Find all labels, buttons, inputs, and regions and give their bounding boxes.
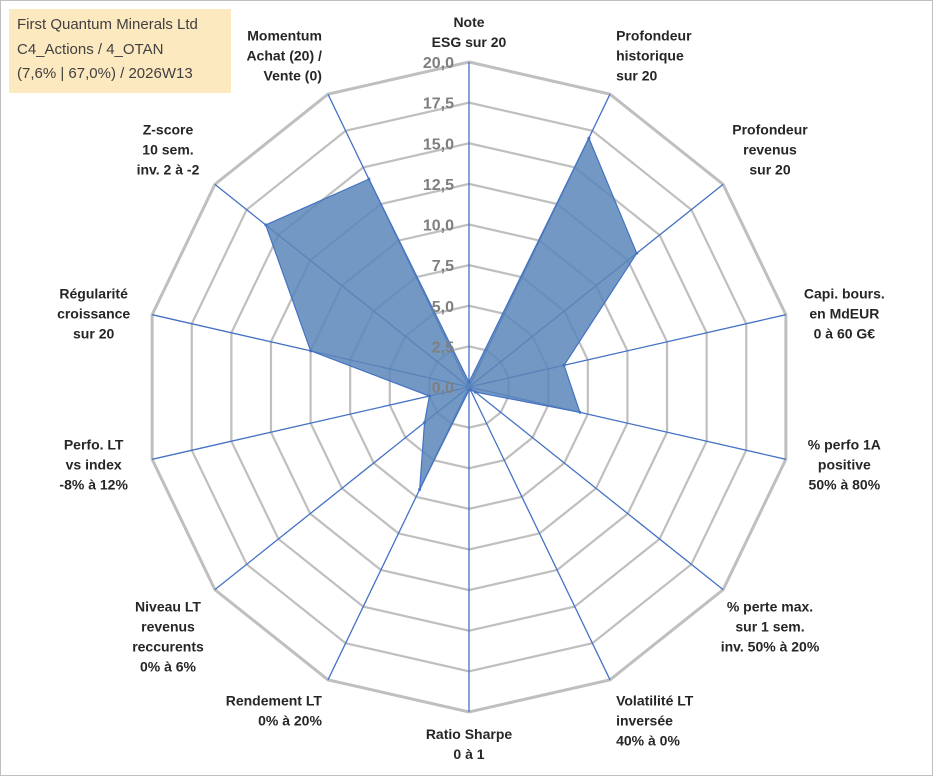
tick-label: 2,5 xyxy=(432,339,454,356)
info-metrics: (7,6% | 67,0%) / 2026W13 xyxy=(17,65,193,82)
axis-label-line: Vente (0) xyxy=(264,68,322,84)
axis-label-line: % perte max. xyxy=(727,598,813,614)
data-point xyxy=(467,388,471,392)
data-point xyxy=(587,136,591,140)
data-point xyxy=(578,410,582,414)
axis-label-line: Rendement LT xyxy=(226,692,323,708)
axis-label-line: Profondeur xyxy=(732,122,808,138)
info-box: First Quantum Minerals Ltd C4_Actions / … xyxy=(9,9,231,93)
axis-label-line: Niveau LT xyxy=(135,598,201,614)
axis-label-line: positive xyxy=(818,456,871,472)
axis-label-line: sur 1 sem. xyxy=(735,618,804,634)
axis-label-line: 10 sem. xyxy=(142,142,193,158)
data-point xyxy=(427,394,431,398)
axis-label: Capi. bours. en MdEUR 0 à 60 G€ xyxy=(804,286,885,342)
axis-label: Ratio Sharpe 0 à 1 xyxy=(426,726,513,762)
info-company: First Quantum Minerals Ltd xyxy=(17,16,198,33)
tick-label: 10,0 xyxy=(423,218,454,235)
data-point xyxy=(264,223,268,227)
data-point xyxy=(367,177,371,181)
data-point xyxy=(467,380,471,384)
tick-label: 5,0 xyxy=(432,299,454,316)
axis-label: Momentum Achat (20) / Vente (0) xyxy=(246,28,322,84)
axis-label-line: inversée xyxy=(616,712,673,728)
axis-label-line: Volatilité LT xyxy=(616,692,694,708)
axis-label-line: sur 20 xyxy=(749,162,790,178)
axis-label-line: Perfo. LT xyxy=(64,436,124,452)
axis-label-line: croissance xyxy=(57,306,130,322)
axis-label-line: -8% à 12% xyxy=(59,476,128,492)
tick-label: 15,0 xyxy=(423,136,454,153)
axis-label: Rendement LT 0% à 20% xyxy=(226,692,323,728)
axis-label-line: Ratio Sharpe xyxy=(426,726,513,742)
axis-label: % perte max. sur 1 sem. inv. 50% à 20% xyxy=(721,598,820,654)
axis-label: Profondeur historique sur 20 xyxy=(616,28,692,84)
axis-spoke xyxy=(468,386,724,591)
axis-label-line: en MdEUR xyxy=(809,306,879,322)
axis-label-line: Note xyxy=(453,14,484,30)
axis-label: Niveau LT revenus reccurents 0% à 6% xyxy=(132,598,204,674)
axis-label-line: Profondeur xyxy=(616,28,692,44)
axis-spoke xyxy=(468,386,611,681)
axis-label: Volatilité LT inversée 40% à 0% xyxy=(616,692,694,748)
axis-label-line: inv. 2 à -2 xyxy=(137,162,200,178)
tick-label: 0,0 xyxy=(432,380,454,397)
info-category: C4_Actions / 4_OTAN xyxy=(17,40,164,58)
axis-label: Note ESG sur 20 xyxy=(432,14,507,50)
data-point xyxy=(562,363,566,367)
axis-label-line: inv. 50% à 20% xyxy=(721,638,820,654)
data-point xyxy=(635,251,639,255)
data-point xyxy=(423,420,427,424)
axis-label-line: ESG sur 20 xyxy=(432,34,507,50)
axis-label-line: 0% à 6% xyxy=(140,658,197,674)
axis-label-line: Momentum xyxy=(247,28,322,44)
axis-label-line: 0% à 20% xyxy=(258,712,322,728)
axis-label-line: 50% à 80% xyxy=(809,476,881,492)
axis-label-line: vs index xyxy=(66,456,122,472)
tick-label: 12,5 xyxy=(423,177,454,194)
axis-label-line: % perfo 1A xyxy=(808,436,881,452)
series-layer xyxy=(264,136,639,491)
axis-label: Z-score 10 sem. inv. 2 à -2 xyxy=(137,122,200,178)
label-layer: Note ESG sur 20 Profondeur historique sur 20… xyxy=(57,14,885,762)
axis-label-line: revenus xyxy=(743,142,797,158)
axis-label: Profondeur revenus sur 20 xyxy=(732,122,808,178)
axis-label-line: Achat (20) / xyxy=(246,48,322,64)
axis-label-line: sur 20 xyxy=(616,68,657,84)
tick-layer: 0,0 2,5 5,0 7,5 10,0 12,5 15,0 17,5 20,0 xyxy=(423,55,454,397)
data-point xyxy=(418,487,422,491)
axis-label-line: 0 à 1 xyxy=(453,746,484,762)
axis-label-line: revenus xyxy=(141,618,195,634)
axis-label-line: 40% à 0% xyxy=(616,732,680,748)
axis-spoke xyxy=(152,386,470,460)
axis-label: Régularité croissance sur 20 xyxy=(57,286,130,342)
axis-label-line: Capi. bours. xyxy=(804,286,885,302)
data-point xyxy=(473,390,477,394)
axis-label-line: Z-score xyxy=(143,122,194,138)
tick-label: 20,0 xyxy=(423,55,454,72)
axis-label-line: historique xyxy=(616,48,684,64)
axis-label-line: 0 à 60 G€ xyxy=(814,326,876,342)
axis-label-line: sur 20 xyxy=(73,326,114,342)
tick-label: 17,5 xyxy=(423,96,454,113)
axis-label: % perfo 1A positive 50% à 80% xyxy=(808,436,881,492)
axis-label: Perfo. LT vs index -8% à 12% xyxy=(59,436,128,492)
data-point xyxy=(309,349,313,353)
axis-label-line: reccurents xyxy=(132,638,204,654)
axis-label-line: Régularité xyxy=(59,286,128,302)
tick-label: 7,5 xyxy=(432,258,454,275)
